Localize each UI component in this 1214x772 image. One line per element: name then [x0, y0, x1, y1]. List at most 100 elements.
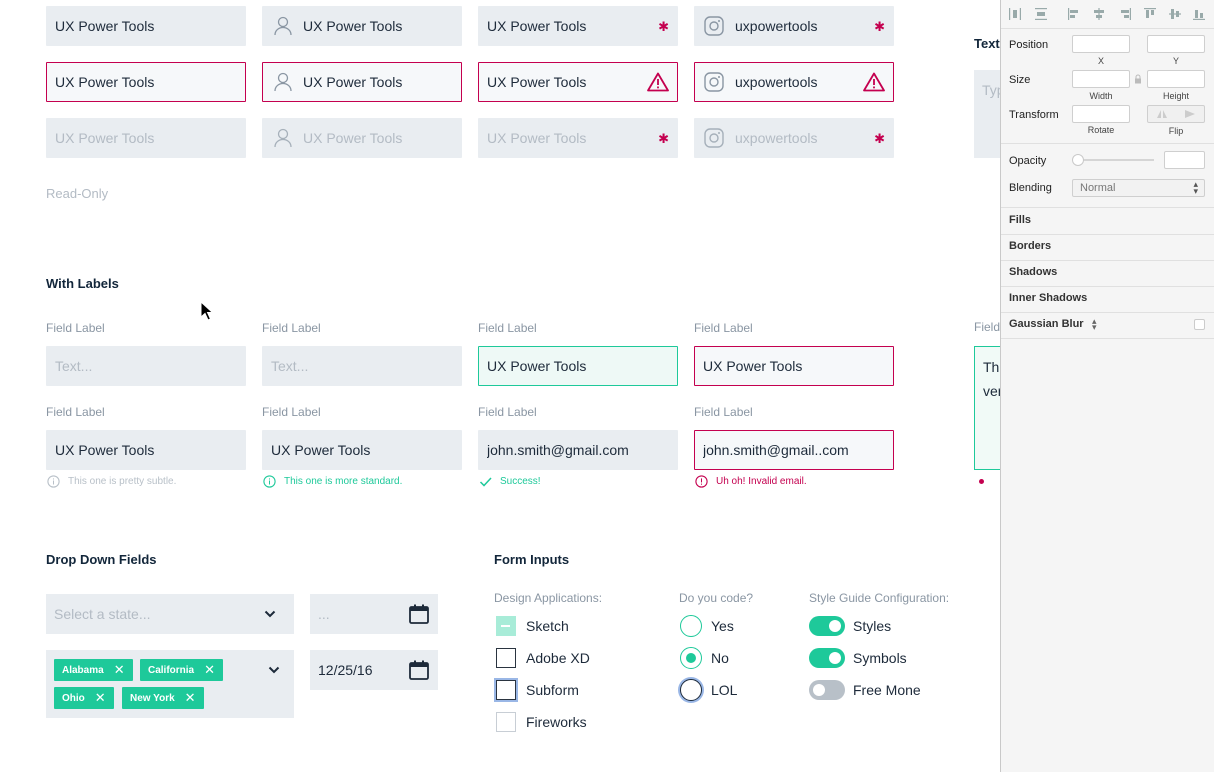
- toggle-free-money[interactable]: [809, 680, 845, 700]
- gaussian-blur-section[interactable]: Gaussian Blur: [1009, 318, 1084, 330]
- text-area-clipped[interactable]: Typ: [974, 70, 1005, 158]
- radio-no[interactable]: [680, 647, 702, 669]
- labeled-text-field-empty[interactable]: Text...: [262, 346, 462, 386]
- text-field-with-icon[interactable]: UX Power Tools: [262, 6, 462, 46]
- instagram-field-error[interactable]: uxpowertools: [694, 62, 894, 102]
- field-label: Field Label: [262, 321, 321, 335]
- calendar-icon[interactable]: [408, 603, 430, 625]
- labeled-text-field[interactable]: UX Power Tools: [262, 430, 462, 470]
- inner-shadows-section[interactable]: Inner Shadows: [1009, 292, 1088, 304]
- text-field-disabled: UX Power Tools: [46, 118, 246, 158]
- radio-yes[interactable]: [680, 615, 702, 637]
- chip-alabama[interactable]: Alabama ✕: [54, 659, 133, 681]
- checkbox-subform[interactable]: [496, 680, 516, 700]
- chip-new-york[interactable]: New York ✕: [122, 687, 204, 709]
- divider: [1001, 234, 1214, 235]
- align-center-horizontal-icon[interactable]: [1092, 7, 1106, 21]
- position-y-input[interactable]: [1147, 35, 1205, 53]
- opacity-slider-handle[interactable]: [1072, 154, 1084, 166]
- transform-label: Transform: [1009, 109, 1059, 121]
- calendar-icon[interactable]: [408, 659, 430, 681]
- read-only-label: Read-Only: [46, 186, 109, 201]
- align-right-icon[interactable]: [1118, 7, 1132, 21]
- toggle-knob: [813, 684, 825, 696]
- field-value: UX Power Tools: [55, 442, 155, 458]
- flip-vertical-icon[interactable]: [1184, 109, 1196, 119]
- text-field-with-icon-error[interactable]: UX Power Tools: [262, 62, 462, 102]
- field-label-clipped: Field: [974, 320, 1001, 334]
- field-value: UX Power Tools: [271, 442, 371, 458]
- flip-caption: Flip: [1168, 126, 1184, 136]
- distribute-vertical-icon[interactable]: [1034, 7, 1048, 21]
- toggle-symbols[interactable]: [809, 648, 845, 668]
- check-icon: [479, 477, 492, 487]
- close-icon[interactable]: ✕: [204, 662, 216, 677]
- blending-select[interactable]: Normal ▴ ▾: [1072, 179, 1205, 197]
- instagram-icon: [704, 16, 724, 36]
- date-picker[interactable]: 12/25/16: [310, 650, 438, 690]
- toggle-knob: [829, 620, 841, 632]
- close-icon[interactable]: ✕: [113, 662, 125, 677]
- chip-california[interactable]: California ✕: [140, 659, 224, 681]
- checkbox-fireworks[interactable]: [496, 712, 516, 732]
- flip-horizontal-icon[interactable]: [1156, 109, 1168, 119]
- text-area-success-clipped[interactable]: Thi ver: [974, 346, 1004, 470]
- height-input[interactable]: [1147, 70, 1205, 88]
- email-field-success[interactable]: john.smith@gmail.com: [478, 430, 678, 470]
- distribute-horizontal-icon[interactable]: [1008, 7, 1022, 21]
- radio-lol[interactable]: [680, 679, 702, 701]
- labeled-text-field-empty[interactable]: Text...: [46, 346, 246, 386]
- text-field-error-warning[interactable]: UX Power Tools: [478, 62, 678, 102]
- borders-section[interactable]: Borders: [1009, 240, 1052, 252]
- text-area-line: Thi: [983, 359, 1003, 375]
- fills-section[interactable]: Fills: [1009, 214, 1032, 226]
- chip-ohio[interactable]: Ohio ✕: [54, 687, 114, 709]
- checkbox-adobe-xd[interactable]: [496, 648, 516, 668]
- divider: [1001, 338, 1214, 339]
- lock-icon[interactable]: [1134, 74, 1142, 84]
- field-value: UX Power Tools: [303, 130, 403, 146]
- shadows-section[interactable]: Shadows: [1009, 266, 1058, 278]
- flip-buttons[interactable]: [1147, 105, 1205, 123]
- required-icon: ✱: [658, 130, 669, 146]
- text-field-error[interactable]: UX Power Tools: [46, 62, 246, 102]
- labeled-text-field[interactable]: UX Power Tools: [46, 430, 246, 470]
- state-select[interactable]: Select a state...: [46, 594, 294, 634]
- checkbox-sketch[interactable]: [496, 616, 516, 636]
- chevron-up-down-icon[interactable]: ▴ ▾: [1092, 316, 1097, 332]
- text-field-default[interactable]: UX Power Tools: [46, 6, 246, 46]
- divider: [1001, 143, 1214, 144]
- email-field-error[interactable]: john.smith@gmail..com: [694, 430, 894, 470]
- align-top-icon[interactable]: [1143, 7, 1157, 21]
- instagram-field-required[interactable]: uxpowertools ✱: [694, 6, 894, 46]
- width-input[interactable]: [1072, 70, 1130, 88]
- align-left-icon[interactable]: [1067, 7, 1081, 21]
- radio-label: LOL: [711, 682, 738, 698]
- help-text-success: Success!: [479, 475, 541, 488]
- toggle-styles[interactable]: [809, 616, 845, 636]
- field-label: Field Label: [694, 321, 753, 335]
- help-text: Uh oh! Invalid email.: [716, 476, 807, 487]
- field-value: UX Power Tools: [303, 18, 403, 34]
- opacity-input[interactable]: [1164, 151, 1205, 169]
- do-you-code-label: Do you code?: [679, 591, 754, 605]
- toggle-label: Symbols: [853, 650, 907, 666]
- align-middle-icon[interactable]: [1168, 7, 1182, 21]
- text-field-required[interactable]: UX Power Tools ✱: [478, 6, 678, 46]
- opacity-slider-track[interactable]: [1074, 159, 1154, 161]
- field-label: Field Label: [46, 321, 105, 335]
- labeled-text-field-focused[interactable]: UX Power Tools: [478, 346, 678, 386]
- radio-label: No: [711, 650, 729, 666]
- rotate-caption: Rotate: [1087, 125, 1115, 135]
- field-value: UX Power Tools: [487, 358, 587, 374]
- rotate-input[interactable]: [1072, 105, 1130, 123]
- chip-label: Ohio: [62, 692, 85, 704]
- close-icon[interactable]: ✕: [94, 690, 106, 705]
- date-picker-empty[interactable]: ...: [310, 594, 438, 634]
- labeled-text-field-error[interactable]: UX Power Tools: [694, 346, 894, 386]
- gaussian-blur-checkbox[interactable]: [1194, 319, 1205, 330]
- align-bottom-icon[interactable]: [1192, 7, 1206, 21]
- close-icon[interactable]: ✕: [184, 690, 196, 705]
- instagram-field-disabled: uxpowertools ✱: [694, 118, 894, 158]
- position-x-input[interactable]: [1072, 35, 1130, 53]
